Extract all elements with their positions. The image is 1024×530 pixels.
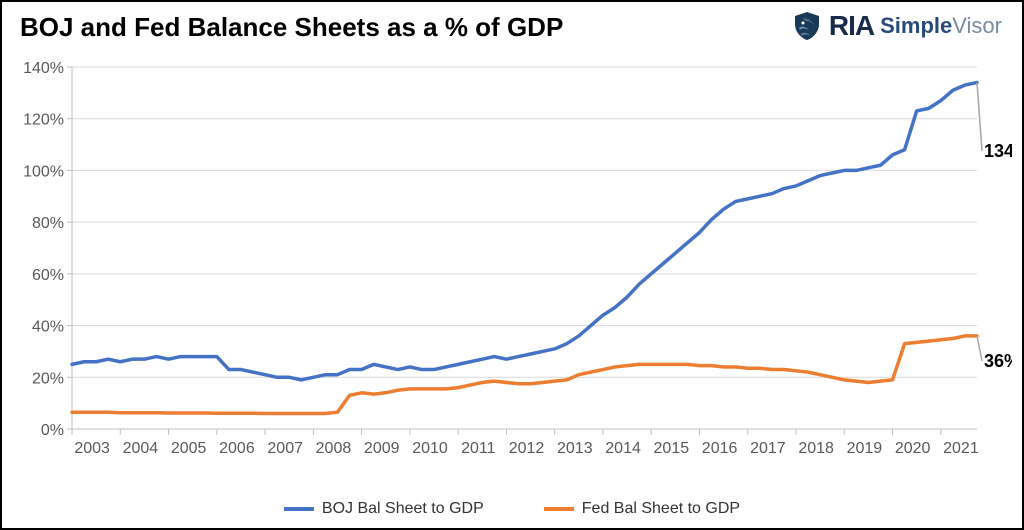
svg-text:2012: 2012 bbox=[509, 440, 545, 457]
legend-swatch bbox=[544, 507, 574, 511]
svg-text:2018: 2018 bbox=[798, 440, 834, 457]
legend-swatch bbox=[284, 507, 314, 511]
svg-text:60%: 60% bbox=[32, 267, 64, 284]
svg-text:0%: 0% bbox=[41, 422, 64, 439]
svg-text:2004: 2004 bbox=[123, 440, 159, 457]
legend-label: BOJ Bal Sheet to GDP bbox=[322, 500, 484, 518]
logo-visor-text: Visor bbox=[952, 13, 1002, 38]
shield-icon bbox=[791, 10, 823, 42]
svg-text:2017: 2017 bbox=[750, 440, 786, 457]
svg-text:120%: 120% bbox=[23, 112, 64, 129]
svg-text:140%: 140% bbox=[23, 60, 64, 77]
legend-label: Fed Bal Sheet to GDP bbox=[582, 500, 740, 518]
svg-text:2005: 2005 bbox=[171, 440, 207, 457]
svg-text:2019: 2019 bbox=[847, 440, 883, 457]
svg-text:2016: 2016 bbox=[702, 440, 738, 457]
chart-legend: BOJ Bal Sheet to GDP Fed Bal Sheet to GD… bbox=[2, 500, 1022, 518]
svg-text:80%: 80% bbox=[32, 215, 64, 232]
svg-text:2009: 2009 bbox=[364, 440, 400, 457]
svg-text:2008: 2008 bbox=[316, 440, 352, 457]
brand-logo: RIA SimpleVisor bbox=[791, 10, 1002, 42]
svg-text:2015: 2015 bbox=[654, 440, 690, 457]
svg-text:20%: 20% bbox=[32, 370, 64, 387]
legend-item-boj: BOJ Bal Sheet to GDP bbox=[284, 500, 484, 518]
svg-text:2011: 2011 bbox=[461, 440, 496, 457]
svg-text:2020: 2020 bbox=[895, 440, 931, 457]
svg-text:2013: 2013 bbox=[557, 440, 593, 457]
svg-text:2007: 2007 bbox=[267, 440, 303, 457]
svg-text:2003: 2003 bbox=[74, 440, 110, 457]
chart-area: 0% 20% 40% 60% 80% 100% 120% 140% 2003 2004 2005 20… bbox=[12, 57, 1012, 483]
svg-text:2021: 2021 bbox=[943, 440, 979, 457]
svg-text:36%: 36% bbox=[984, 351, 1012, 371]
svg-text:100%: 100% bbox=[23, 163, 64, 180]
legend-item-fed: Fed Bal Sheet to GDP bbox=[544, 500, 740, 518]
svg-text:134%: 134% bbox=[984, 141, 1012, 161]
svg-text:2006: 2006 bbox=[219, 440, 255, 457]
line-chart: 0% 20% 40% 60% 80% 100% 120% 140% 2003 2004 2005 20… bbox=[12, 57, 1012, 487]
logo-ria-text: RIA bbox=[829, 10, 874, 42]
svg-text:2010: 2010 bbox=[412, 440, 448, 457]
logo-simple-text: Simple bbox=[880, 13, 952, 38]
chart-title: BOJ and Fed Balance Sheets as a % of GDP bbox=[20, 12, 563, 43]
svg-text:40%: 40% bbox=[32, 319, 64, 336]
svg-text:2014: 2014 bbox=[605, 440, 641, 457]
